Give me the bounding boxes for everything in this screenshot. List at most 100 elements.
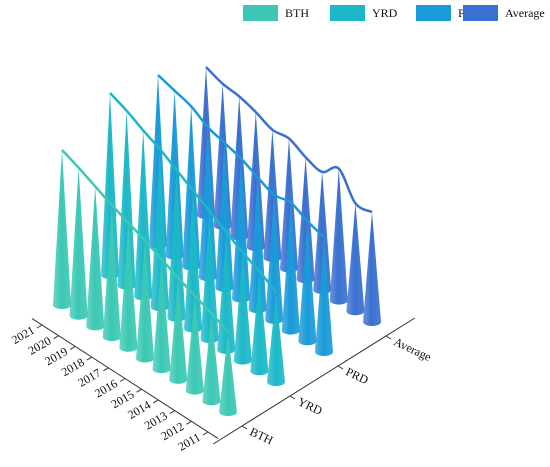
cone (219, 332, 237, 416)
cone-body (150, 149, 169, 312)
series-tick (337, 365, 344, 370)
cone-body (298, 221, 317, 346)
cone (136, 240, 154, 363)
cone (346, 203, 365, 316)
cone-body (152, 259, 171, 374)
cone-body (346, 203, 365, 316)
series-label: Average (392, 335, 434, 364)
cone (329, 168, 348, 305)
cone-body (313, 171, 332, 294)
cone (280, 138, 298, 273)
series-tick (385, 335, 392, 340)
cone-body (136, 240, 154, 363)
series-tick (289, 395, 296, 400)
year-tick (202, 431, 209, 436)
cone-body (263, 129, 282, 262)
cone (233, 252, 252, 365)
series-label: YRD (296, 395, 325, 419)
cone (246, 112, 265, 252)
cone (86, 186, 105, 331)
cone-body (280, 138, 298, 273)
cone (215, 142, 234, 292)
cone (267, 292, 285, 386)
cone (117, 110, 136, 290)
cone (363, 212, 381, 326)
cone (119, 222, 138, 352)
cone (265, 194, 284, 324)
legend-swatch (243, 5, 278, 21)
cone-body (185, 295, 204, 395)
cone (69, 167, 88, 320)
year-tick (86, 356, 93, 361)
lines (61, 66, 373, 333)
cone-body (233, 252, 252, 365)
cone (298, 221, 317, 346)
cone-body (329, 168, 348, 305)
series-tick (241, 425, 248, 430)
cone-body (169, 277, 188, 384)
cone-body (102, 205, 121, 342)
cone-body (267, 292, 285, 386)
cone-body (134, 130, 153, 301)
cone-body (117, 110, 136, 290)
year-tick (186, 420, 192, 425)
cone (185, 295, 204, 395)
trend-line (157, 74, 325, 238)
cone (198, 127, 217, 282)
cone (263, 129, 282, 262)
cone-body (248, 177, 267, 314)
cone (101, 93, 119, 279)
cone-body (200, 211, 219, 344)
legend-label: YRD (372, 6, 398, 20)
year-tick (169, 410, 176, 415)
cone (53, 150, 71, 309)
cone-body (315, 237, 333, 356)
trend-line (61, 149, 229, 333)
cone-body (69, 167, 88, 320)
year-tick (53, 335, 59, 340)
cone-body (265, 194, 284, 324)
cone (248, 177, 267, 314)
series-label: BTH (248, 425, 276, 448)
cone (102, 205, 121, 342)
cone-body (281, 202, 300, 335)
legend-label: BTH (285, 6, 309, 20)
year-tick (36, 324, 43, 329)
cone-body (363, 212, 381, 326)
legend-swatch (330, 5, 365, 21)
series-axis (212, 317, 416, 445)
cone (315, 237, 333, 356)
cone (150, 149, 169, 312)
year-tick (69, 345, 76, 350)
legend-swatch (416, 5, 451, 21)
cone-body (215, 142, 234, 292)
cone-body (232, 158, 250, 303)
cone-body (53, 150, 71, 309)
cone (200, 211, 219, 344)
year-tick (103, 367, 109, 372)
cone (313, 171, 332, 294)
legend-swatch (463, 5, 498, 21)
cone (232, 158, 250, 303)
legend-label: Average (505, 6, 545, 20)
year-tick (136, 388, 142, 393)
cone-body (167, 169, 186, 322)
cone (202, 313, 221, 406)
cone (169, 277, 188, 384)
cone-body (246, 112, 265, 252)
cone-body (101, 93, 119, 279)
year-tick (152, 399, 159, 404)
cone (167, 169, 186, 322)
cone-body (119, 222, 138, 352)
cone (250, 271, 269, 376)
cones (53, 67, 381, 416)
cone-body (86, 186, 105, 331)
cone (152, 259, 171, 374)
cone-body (250, 271, 269, 376)
series-label: PRD (344, 365, 371, 388)
cone-body (198, 127, 217, 282)
cone-body (202, 313, 221, 406)
year-tick (119, 378, 126, 382)
